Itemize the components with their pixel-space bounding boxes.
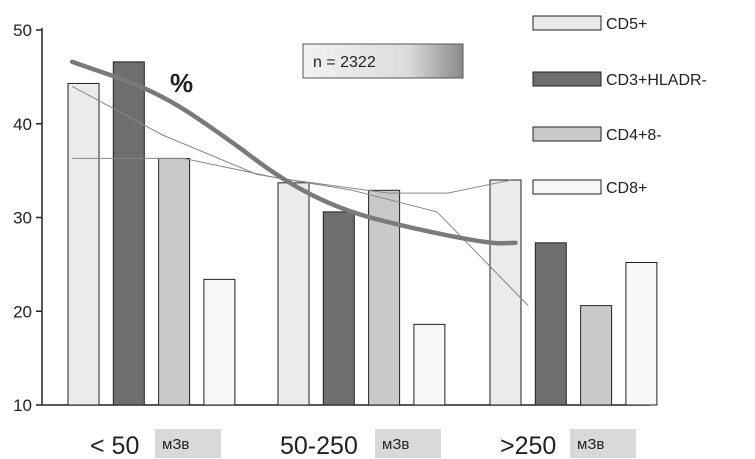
labels-layer: 10 20 30 40 50 < 50 мЗв 50-250 мЗв >250 мЗв — [13, 21, 636, 459]
sample-size-box: n = 2322 — [302, 43, 464, 79]
bar-cd48 — [368, 189, 401, 406]
y-tick-label: 20 — [13, 302, 32, 321]
legend-swatch — [532, 71, 602, 87]
bar-cd8 — [413, 323, 446, 406]
bar-cd48 — [580, 305, 613, 406]
legend-label: CD5+ — [606, 16, 647, 33]
x-category-label: < 50 — [90, 432, 139, 459]
unit-label: мЗв — [162, 436, 189, 453]
legend-label: CD3+HLADR- — [606, 72, 707, 89]
legend: CD5+ CD3+HLADR- CD4+8- CD8+ — [532, 15, 707, 197]
y-tick-label: 50 — [13, 21, 32, 40]
legend-label: CD4+8- — [606, 127, 662, 144]
bars-layer — [67, 61, 658, 406]
legend-swatch — [532, 179, 602, 195]
bar-cd3hladr — [534, 242, 567, 406]
main-trend-line — [69, 59, 518, 246]
bar-cd5 — [489, 179, 522, 406]
legend-label: CD8+ — [606, 180, 647, 197]
unit-label: мЗв — [382, 436, 409, 453]
bar-cd3hladr — [112, 61, 145, 406]
x-category-label: >250 — [500, 432, 556, 459]
unit-box — [570, 429, 636, 458]
trend-lines-layer — [69, 59, 529, 306]
y-tick-label: 40 — [13, 115, 32, 134]
y-tick-label: 10 — [13, 396, 32, 415]
legend-swatch — [532, 15, 602, 31]
unit-box — [155, 429, 221, 458]
bar-cd5 — [277, 182, 310, 406]
bar-cd5 — [67, 82, 100, 406]
sample-size-label: n = 2322 — [313, 54, 376, 71]
thin-trend-line — [72, 157, 512, 194]
unit-label: мЗв — [577, 436, 604, 453]
unit-box — [375, 429, 441, 458]
bar-cd3hladr — [322, 211, 355, 406]
y-tick-label: 30 — [13, 209, 32, 228]
sample-size-box-bg — [302, 43, 464, 79]
bar-cd8 — [625, 262, 658, 406]
thin-trend-line — [71, 85, 529, 306]
percent-label: % — [170, 68, 193, 98]
bar-cd8 — [203, 278, 236, 406]
bar-cd48 — [158, 157, 191, 406]
x-category-label: 50-250 — [280, 432, 358, 459]
legend-swatch — [532, 126, 602, 142]
